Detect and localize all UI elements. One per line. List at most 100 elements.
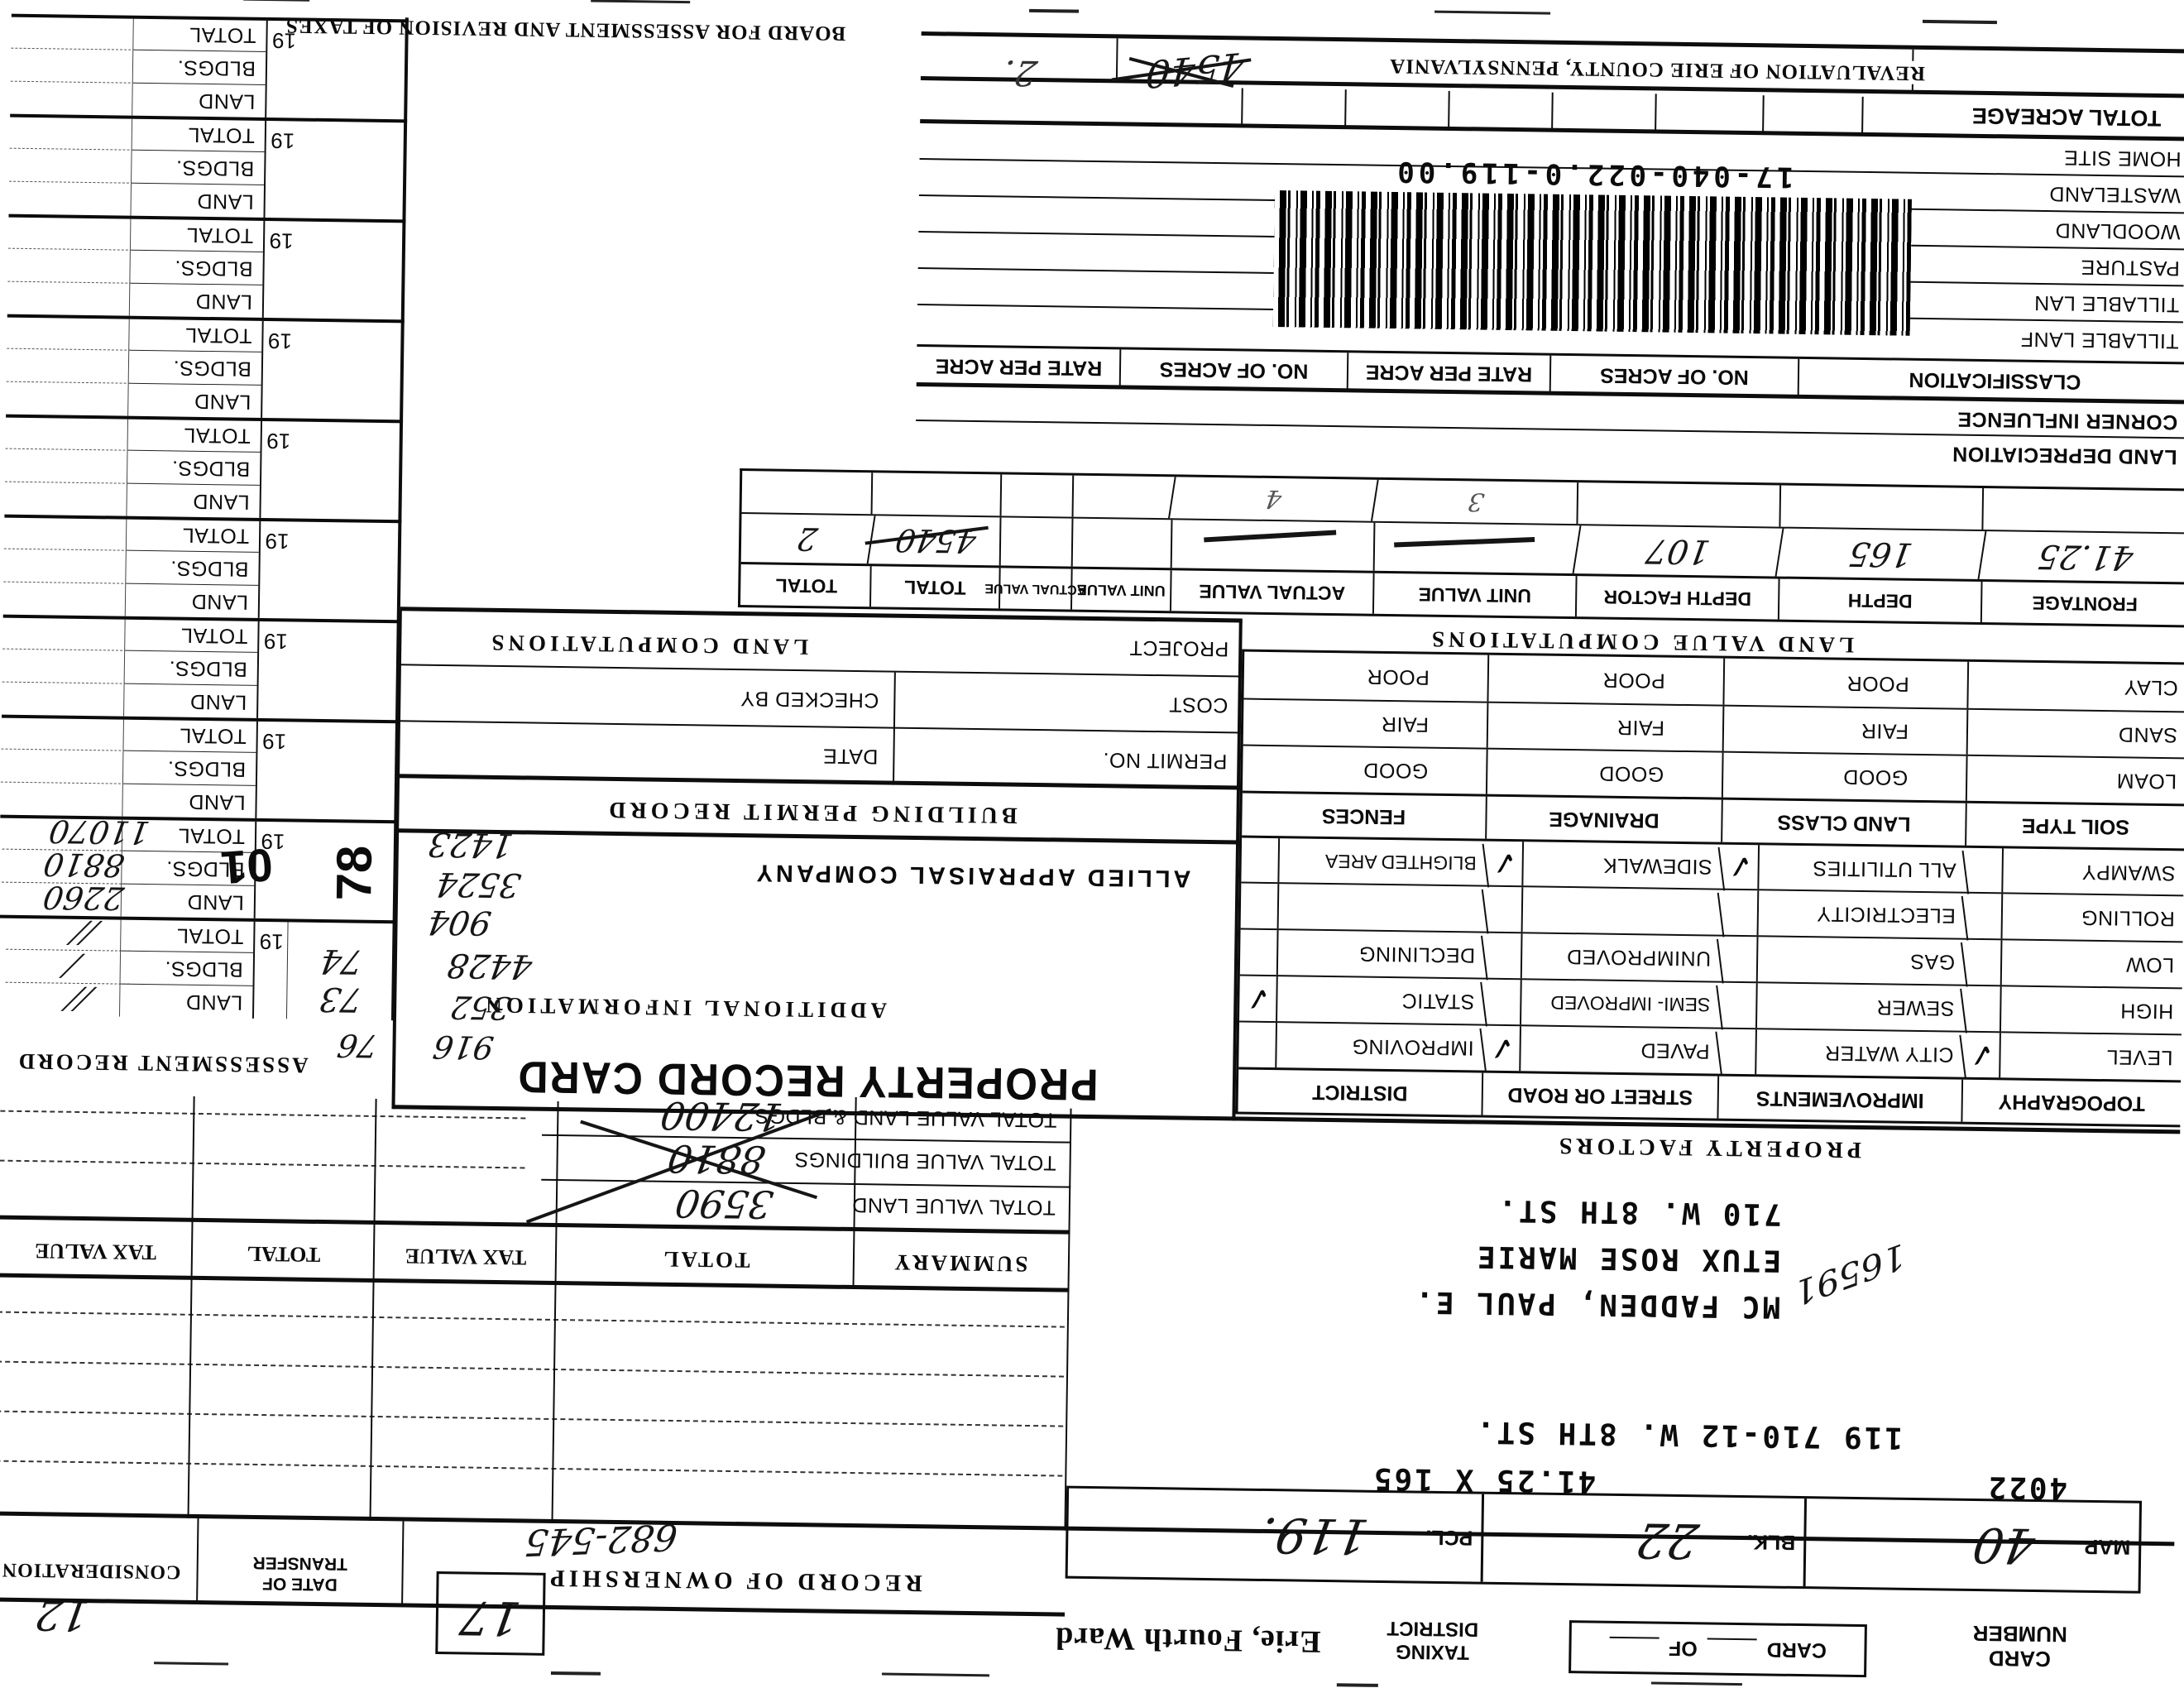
- pf-cell: SEWER: [1755, 983, 1963, 1031]
- assessment-row-label: LAND: [122, 783, 256, 818]
- summary-row-value: 3590: [672, 1181, 777, 1227]
- card17-value: 17: [457, 1590, 524, 1645]
- assessment-value-blank: [0, 781, 125, 817]
- land-computations-title: LAND COMPUTATIONS: [487, 630, 809, 660]
- landcomp-header: RATE PER ACRE: [1346, 352, 1550, 393]
- assessment-row-label: LAND: [131, 182, 265, 218]
- lvc-header: DEPTH: [1777, 578, 1981, 622]
- year-19: 19: [261, 728, 287, 755]
- ownership-row-line: [0, 1360, 1065, 1378]
- assessment-row-label: LAND: [125, 583, 259, 618]
- pf-checkbox: [1716, 934, 1760, 984]
- year-73: 73: [317, 980, 366, 1019]
- landcomp-header: NO. OF ACRES: [1549, 355, 1798, 396]
- appraisal-company: ALLIED APPRAISAL COMPANY: [753, 859, 1191, 892]
- pf-header: STREET OR ROAD: [1481, 1072, 1718, 1119]
- date-of-transfer-header: DATE OF TRANSFER: [208, 1551, 391, 1595]
- pf-cell: [1521, 887, 1721, 935]
- building-permit-title: BUILDING PERMIT RECORD: [605, 796, 1018, 828]
- scan-noise: [154, 1662, 229, 1666]
- pf-soil-cell: FAIR: [1486, 703, 1723, 751]
- ownership-row-line: [0, 1110, 526, 1120]
- pf-cell: SIDEWALK: [1521, 842, 1722, 889]
- assessment-group-empty: 19 LAND BLDGS. TOTAL: [0, 714, 400, 821]
- card-label: CARD: [1766, 1638, 1827, 1662]
- ownership-divider-2: [196, 1518, 199, 1603]
- assessment-group-empty: 19 LAND BLDGS. TOTAL: [10, 13, 409, 120]
- pf-header: DISTRICT: [1312, 1080, 1408, 1105]
- assessment-value-blank: [8, 217, 133, 250]
- assessment-row-label: BLDGS.: [120, 950, 254, 985]
- lvc-actual-value: [1170, 520, 1374, 571]
- pf-cell: UNIMPROVED: [1520, 933, 1720, 981]
- pf-checkbox: [1238, 928, 1279, 976]
- year-19: 19: [263, 628, 288, 655]
- pf-header: IMPROVEMENTS: [1717, 1076, 1962, 1122]
- assessment-value-blank: [10, 47, 136, 83]
- ownership-entry: 682-545: [523, 1515, 680, 1564]
- assessment-row-label: BLDGS.: [132, 149, 265, 185]
- total-header-2: TOTAL: [247, 1241, 321, 1268]
- assessment-row-label: TOTAL: [179, 724, 247, 749]
- pf-soil-header: DRAINAGE: [1485, 796, 1722, 842]
- summary-row-label: TOTAL VALUE LAND: [851, 1192, 1056, 1220]
- pf-soil-header: LAND CLASS: [1721, 799, 1966, 846]
- barcode: [1272, 190, 1912, 336]
- assessment-row-label: LAND: [124, 683, 257, 718]
- owner-address: 710 W. 8TH ST.: [1496, 1192, 1783, 1231]
- lvc-row2-cell: [870, 472, 1001, 516]
- assessment-row-label: LAND: [132, 82, 266, 117]
- lvc-row2-cell: [1981, 487, 2184, 533]
- landcomp-header: CLASSIFICATION: [1797, 358, 2184, 402]
- pf-checkbox: [1960, 938, 2004, 987]
- scan-noise: [1434, 10, 1551, 15]
- pf-cell: CITY WATER: [1755, 1029, 1962, 1077]
- tax-value-header-2: TAX VALUE: [34, 1239, 157, 1265]
- calc-number: 3524: [433, 864, 524, 904]
- pf-soil-cell: POOR: [1487, 655, 1724, 705]
- assessment-row-label: TOTAL: [187, 123, 256, 148]
- blk-box: BLK. 22: [1480, 1494, 1805, 1587]
- landcomp-row-label: PASTURE: [2080, 255, 2181, 281]
- total-acreage-label: TOTAL ACREAGE: [1971, 103, 2162, 131]
- landcomp-row-label: WOODLAND: [2055, 218, 2181, 244]
- assessment-value-blank: [7, 317, 132, 350]
- pf-cell: PAVED: [1519, 1026, 1718, 1074]
- assessment-row-label: BLDGS.: [130, 249, 263, 285]
- pf-checkbox: [1480, 977, 1523, 1027]
- taxing-line1: TAXING: [1395, 1640, 1470, 1664]
- landcomp-header: RATE PER ACRE: [935, 354, 1103, 381]
- assessment-group-empty: 19 LAND BLDGS. TOTAL: [2, 614, 400, 721]
- pf-soil-cell: GOOD: [1485, 749, 1722, 798]
- year-74: 74: [317, 942, 366, 981]
- cost-label: COST: [1168, 693, 1228, 717]
- pf-soil-cell: CLAY: [1966, 661, 2184, 712]
- lvc-row2-unit: 3: [1370, 479, 1580, 525]
- calc-number: 4428: [444, 946, 535, 985]
- assessment-ditto: //: [65, 915, 103, 951]
- pf-cell: LEVEL: [1999, 1033, 2182, 1081]
- pf-soil-cell: LOAM: [1965, 755, 2184, 804]
- assessment-value-blank: [6, 381, 131, 416]
- acreage-tick: [1762, 95, 1765, 132]
- owner-note: 16591: [1790, 1235, 1909, 1314]
- taxing-district-label: TAXING DISTRICT: [1329, 1615, 1536, 1664]
- assessment-value-land: 2260: [0, 879, 127, 917]
- assessment-value-blank: [11, 17, 136, 50]
- col-line: [369, 1098, 377, 1521]
- acreage-tick: [1861, 96, 1864, 133]
- year-cell: 73 74: [285, 922, 396, 1021]
- pf-checkbox: [1716, 981, 1759, 1030]
- scan-noise: [1922, 19, 1997, 25]
- transfer-line1: DATE OF: [261, 1574, 338, 1594]
- acreage-tick: [1344, 89, 1347, 127]
- assessment-row-label: BLDGS.: [126, 549, 259, 585]
- year-19: 19: [259, 928, 284, 955]
- pf-checkbox: [1715, 1027, 1758, 1077]
- pf-cell: DECLINING: [1276, 930, 1484, 978]
- lvc-row2-cell: [1576, 482, 1780, 527]
- pf-checkbox: [1239, 836, 1281, 884]
- assessment-ditto: //: [0, 981, 130, 1017]
- scan-noise: [591, 0, 691, 4]
- calc-number: 352: [448, 989, 514, 1027]
